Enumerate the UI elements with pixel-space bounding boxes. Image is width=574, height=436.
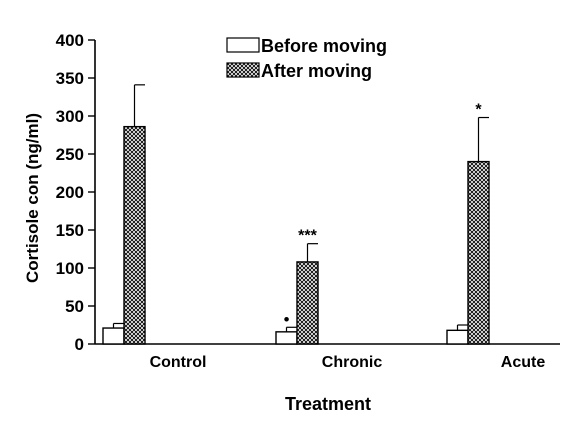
significance-marker: * — [475, 102, 482, 119]
x-tick-label: Acute — [501, 354, 546, 371]
legend-label-after: After moving — [261, 61, 372, 81]
bar-after — [123, 125, 146, 345]
significance-marker: *** — [298, 228, 317, 245]
bar-before — [275, 331, 298, 345]
bar-after — [467, 160, 490, 345]
y-tick-label: 400 — [56, 31, 84, 50]
legend: Before moving After moving — [226, 36, 387, 81]
legend-swatch-after — [226, 62, 260, 78]
y-tick-label: 50 — [65, 297, 84, 316]
y-tick-label: 0 — [75, 335, 84, 354]
y-tick-label: 250 — [56, 145, 84, 164]
y-tick-label: 350 — [56, 69, 84, 88]
significance-marker: • — [284, 311, 290, 328]
axes: 0 50 100 150 200 250 300 350 400 Control Chronic Ac… — [56, 31, 560, 371]
y-axis-label: Cortisole con (ng/ml) — [23, 113, 42, 283]
legend-swatch-before — [226, 37, 260, 53]
x-tick-label: Control — [150, 354, 207, 371]
bar-before — [446, 329, 469, 345]
bar-before — [102, 327, 125, 345]
x-axis-label: Treatment — [285, 394, 371, 414]
x-tick-label: Chronic — [322, 354, 383, 371]
y-tick-label: 100 — [56, 259, 84, 278]
bars: •**** — [102, 84, 490, 345]
y-tick-label: 300 — [56, 107, 84, 126]
legend-label-before: Before moving — [261, 36, 387, 56]
bar-after — [296, 261, 319, 345]
y-tick-label: 150 — [56, 221, 84, 240]
y-tick-label: 200 — [56, 183, 84, 202]
